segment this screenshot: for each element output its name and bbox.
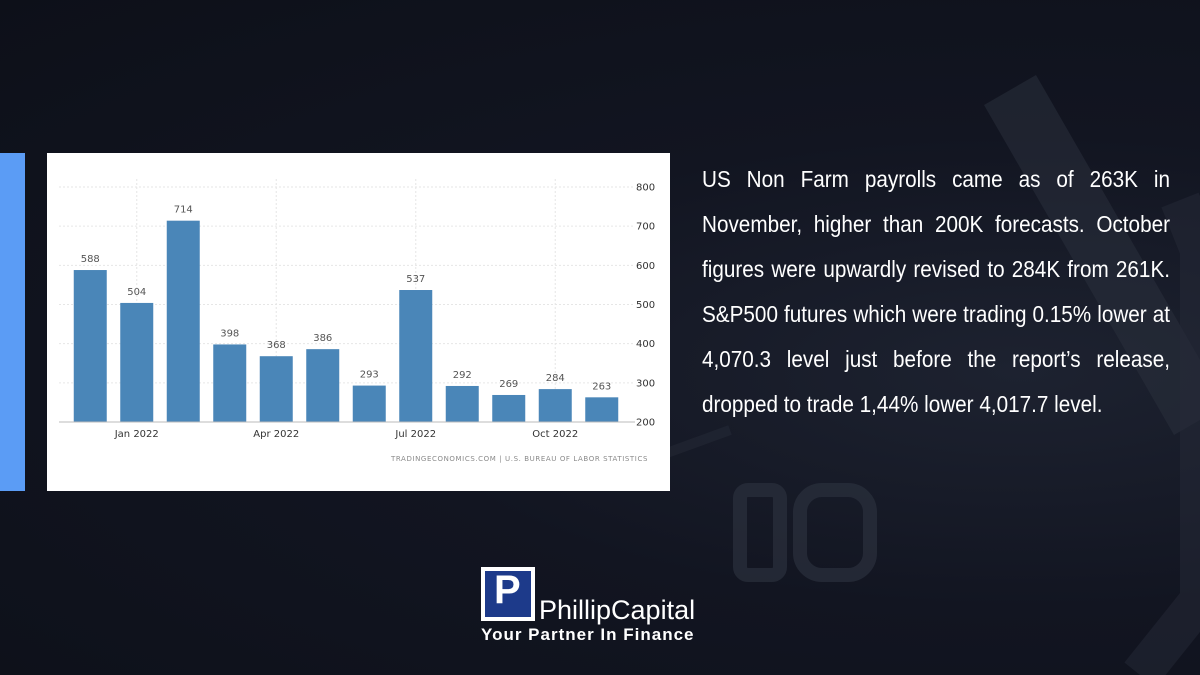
logo-mark: P xyxy=(481,567,535,621)
y-tick-label: 500 xyxy=(636,300,655,311)
chart-source: TRADINGECONOMICS.COM | U.S. BUREAU OF LA… xyxy=(391,455,648,463)
bar xyxy=(539,389,572,422)
accent-bar xyxy=(0,153,25,491)
data-label: 269 xyxy=(499,379,518,390)
bar xyxy=(399,290,432,422)
y-tick-label: 700 xyxy=(636,222,655,233)
x-tick-label: Jul 2022 xyxy=(394,429,436,440)
y-tick-label: 600 xyxy=(636,261,655,272)
data-label: 386 xyxy=(313,333,332,344)
logo-letter: P xyxy=(494,570,521,610)
data-label: 537 xyxy=(406,274,425,285)
bar xyxy=(213,344,246,422)
data-label: 368 xyxy=(267,340,286,351)
data-label: 504 xyxy=(127,287,146,298)
bar xyxy=(446,386,479,422)
bar xyxy=(167,221,200,422)
x-tick-label: Apr 2022 xyxy=(253,429,299,440)
y-tick-label: 200 xyxy=(636,418,655,429)
bar xyxy=(492,395,525,422)
data-label: 714 xyxy=(174,205,193,216)
y-tick-label: 800 xyxy=(636,183,655,194)
data-label: 292 xyxy=(453,370,472,381)
payrolls-bar-chart: 200 300 400 500 600 700 800 588 504 714 398 368 386 2… xyxy=(47,153,670,491)
y-tick-label: 300 xyxy=(636,378,655,389)
bar xyxy=(260,356,293,422)
bar xyxy=(353,386,386,422)
data-label: 293 xyxy=(360,370,379,381)
chart-panel: 200 300 400 500 600 700 800 588 504 714 398 368 386 2… xyxy=(47,153,670,491)
data-label: 398 xyxy=(220,328,239,339)
x-tick-label: Jan 2022 xyxy=(114,429,159,440)
logo-name: PhillipCapital xyxy=(539,595,695,625)
data-label: 284 xyxy=(546,373,565,384)
x-tick-label: Oct 2022 xyxy=(532,429,578,440)
y-tick-label: 400 xyxy=(636,339,655,350)
bar xyxy=(306,349,339,422)
data-label: 588 xyxy=(81,254,100,265)
logo-tagline: Your Partner In Finance xyxy=(481,625,695,645)
bar xyxy=(74,270,107,422)
bar xyxy=(585,397,618,422)
bar xyxy=(120,303,153,422)
commentary-text: US Non Farm payrolls came as of 263K in … xyxy=(702,157,1170,427)
phillipcapital-logo: P PhillipCapital Your Partner In Finance xyxy=(481,567,721,647)
data-label: 263 xyxy=(592,381,611,392)
